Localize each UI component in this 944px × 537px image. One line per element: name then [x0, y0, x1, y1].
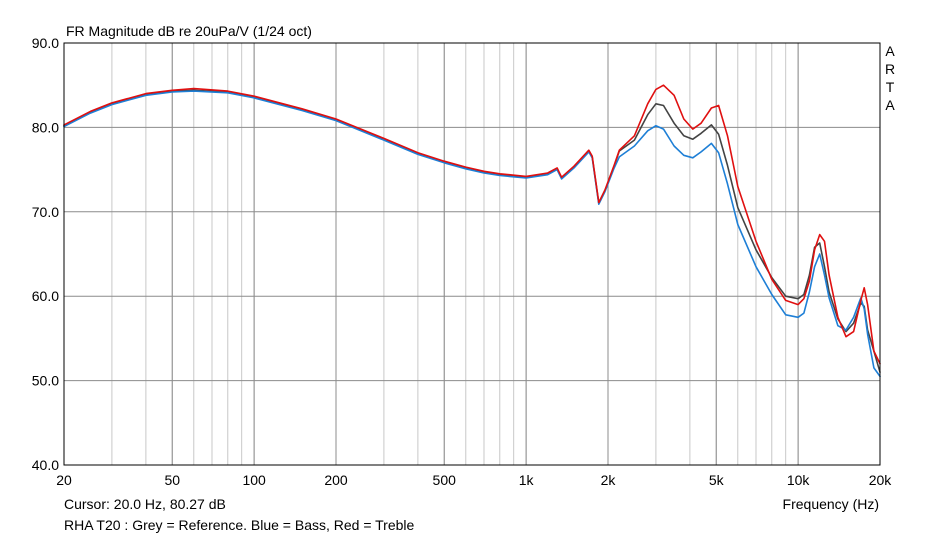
x-tick-label: 20k [869, 472, 893, 488]
x-tick-label: 100 [242, 472, 266, 488]
series-line-3 [63, 84, 881, 365]
x-tick-label: 2k [601, 472, 617, 488]
chart-caption: RHA T20 : Grey = Reference. Blue = Bass,… [64, 517, 415, 533]
x-tick-label: 500 [433, 472, 457, 488]
cursor-readout: Cursor: 20.0 Hz, 80.27 dB [64, 496, 226, 512]
x-tick-label: 50 [164, 472, 180, 488]
y-tick-label: 60.0 [32, 288, 59, 304]
x-tick-label: 20 [56, 472, 72, 488]
series-layer [63, 84, 881, 378]
y-axis-tick-labels: 40.0 50.0 60.0 70.0 80.0 90.0 [32, 35, 59, 473]
x-tick-label: 5k [709, 472, 725, 488]
x-tick-label: 200 [324, 472, 348, 488]
y-tick-label: 80.0 [32, 119, 59, 135]
y-tick-label: 70.0 [32, 204, 59, 220]
x-tick-label: 1k [519, 472, 535, 488]
chart-title: FR Magnitude dB re 20uPa/V (1/24 oct) [66, 23, 312, 39]
y-tick-label: 50.0 [32, 373, 59, 389]
x-tick-label: 10k [787, 472, 811, 488]
y-tick-label: 90.0 [32, 35, 59, 51]
series-line-2 [63, 90, 881, 378]
x-axis-label: Frequency (Hz) [783, 496, 879, 512]
x-axis-tick-labels: 20 50 100 200 500 1k 2k 5k 10k 20k [56, 472, 892, 488]
y-tick-label: 40.0 [32, 457, 59, 473]
plot-frame [63, 42, 881, 466]
